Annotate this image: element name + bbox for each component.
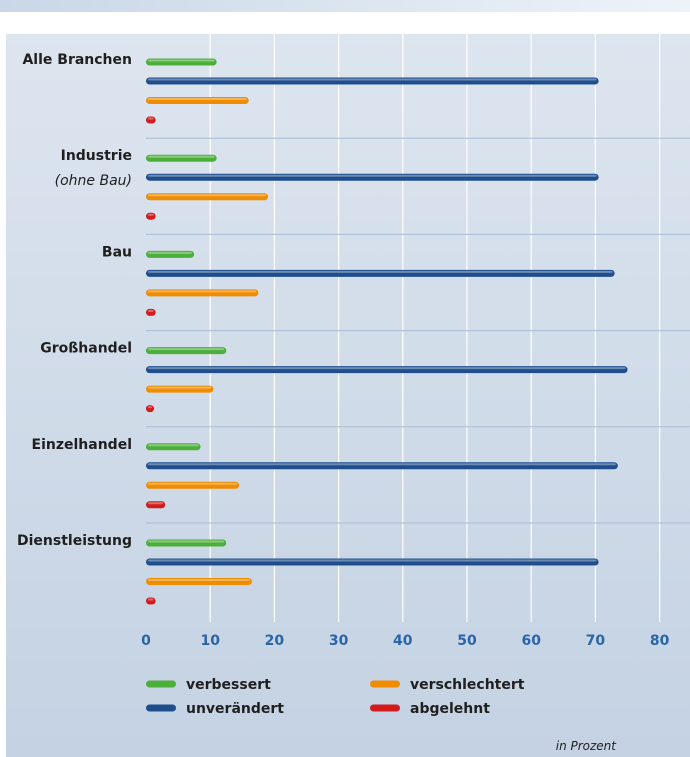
bar-1-4 [146,347,227,355]
x-tick-5: 50 [457,633,477,649]
legend-swatch-3 [370,680,400,688]
bar-highlight-3-1 [148,98,247,100]
category-sublabel-2: (ohne Bau) [55,173,132,189]
legend-label-3: verschlechtert [410,677,525,693]
bar-3-2 [146,193,268,201]
bar-highlight-1-1 [148,59,215,62]
bar-4-4 [146,405,154,413]
bar-highlight-3-4 [148,386,212,389]
bar-highlight-3-6 [148,579,250,581]
x-tick-7: 70 [586,633,606,649]
bar-2-3 [146,269,615,277]
x-tick-1: 10 [200,633,220,649]
bar-3-6 [146,578,252,585]
x-tick-0: 0 [141,633,151,649]
bar-highlight-4-3 [148,309,154,312]
top-band [0,0,690,12]
x-tick-2: 20 [265,633,285,649]
bar-highlight-4-5 [148,502,164,505]
grid-layer [209,34,661,622]
legend-label-4: abgelehnt [410,701,490,717]
bar-highlight-1-5 [148,444,199,447]
category-label-6: Dienstleistung [17,533,132,549]
bar-4-2 [146,212,156,220]
bar-3-5 [146,481,240,489]
x-tick-3: 30 [329,633,349,649]
bar-highlight-4-4 [148,406,152,409]
bar-highlight-2-3 [148,270,613,273]
bar-3-4 [146,385,214,393]
x-tick-6: 60 [521,633,541,649]
bar-1-1 [146,58,217,66]
bar-2-5 [146,462,618,470]
category-label-2: Industrie [61,148,132,164]
bar-1-6 [146,539,227,547]
category-label-3: Bau [102,244,132,260]
bar-highlight-2-4 [148,367,626,370]
category-labels: Alle Branchen Industrie (ohne Bau) Bau Großh… [17,52,132,549]
x-tick-4: 40 [393,633,413,649]
bar-highlight-2-6 [148,559,597,562]
legend-label-2: unverändert [186,701,284,717]
category-label-5: Einzelhandel [32,437,132,453]
bar-highlight-1-6 [148,540,225,543]
bar-1-5 [146,443,201,451]
bar-2-6 [146,558,599,566]
legend-swatch-4 [370,704,400,712]
bar-4-6 [146,597,156,605]
bar-2-4 [146,366,628,374]
bar-3-1 [146,97,249,104]
bar-highlight-4-6 [148,598,154,601]
bar-highlight-1-2 [148,155,215,158]
bar-4-1 [146,116,156,124]
bar-1-2 [146,154,217,162]
x-tick-8: 80 [650,633,670,649]
bar-3-3 [146,289,259,297]
category-label-1: Alle Branchen [22,52,132,68]
bar-highlight-4-2 [148,213,154,216]
separator-layer [146,137,690,524]
legend-label-1: verbessert [186,677,271,693]
plot-background [6,34,690,757]
bar-1-3 [146,250,195,258]
bar-highlight-3-2 [148,194,266,197]
unit-note: in Prozent [556,739,618,753]
bar-4-3 [146,308,156,316]
legend-swatch-2 [146,704,176,712]
bar-2-2 [146,173,599,181]
bars-layer [146,58,628,605]
x-tick-labels: 0 10 20 30 40 50 60 70 80 [141,633,669,649]
bar-highlight-3-3 [148,290,257,293]
bar-2-1 [146,77,599,85]
legend: verbessert unverändert verschlechtert abgel… [146,677,525,717]
bar-highlight-2-2 [148,174,597,177]
bar-highlight-3-5 [148,482,238,485]
bar-4-5 [146,501,166,509]
bar-highlight-1-4 [148,348,225,351]
bar-highlight-4-1 [148,117,154,120]
bar-highlight-2-5 [148,463,616,466]
bar-highlight-2-1 [148,78,597,81]
bar-highlight-1-3 [148,251,193,254]
legend-swatch-1 [146,680,176,688]
category-label-4: Großhandel [40,341,132,357]
